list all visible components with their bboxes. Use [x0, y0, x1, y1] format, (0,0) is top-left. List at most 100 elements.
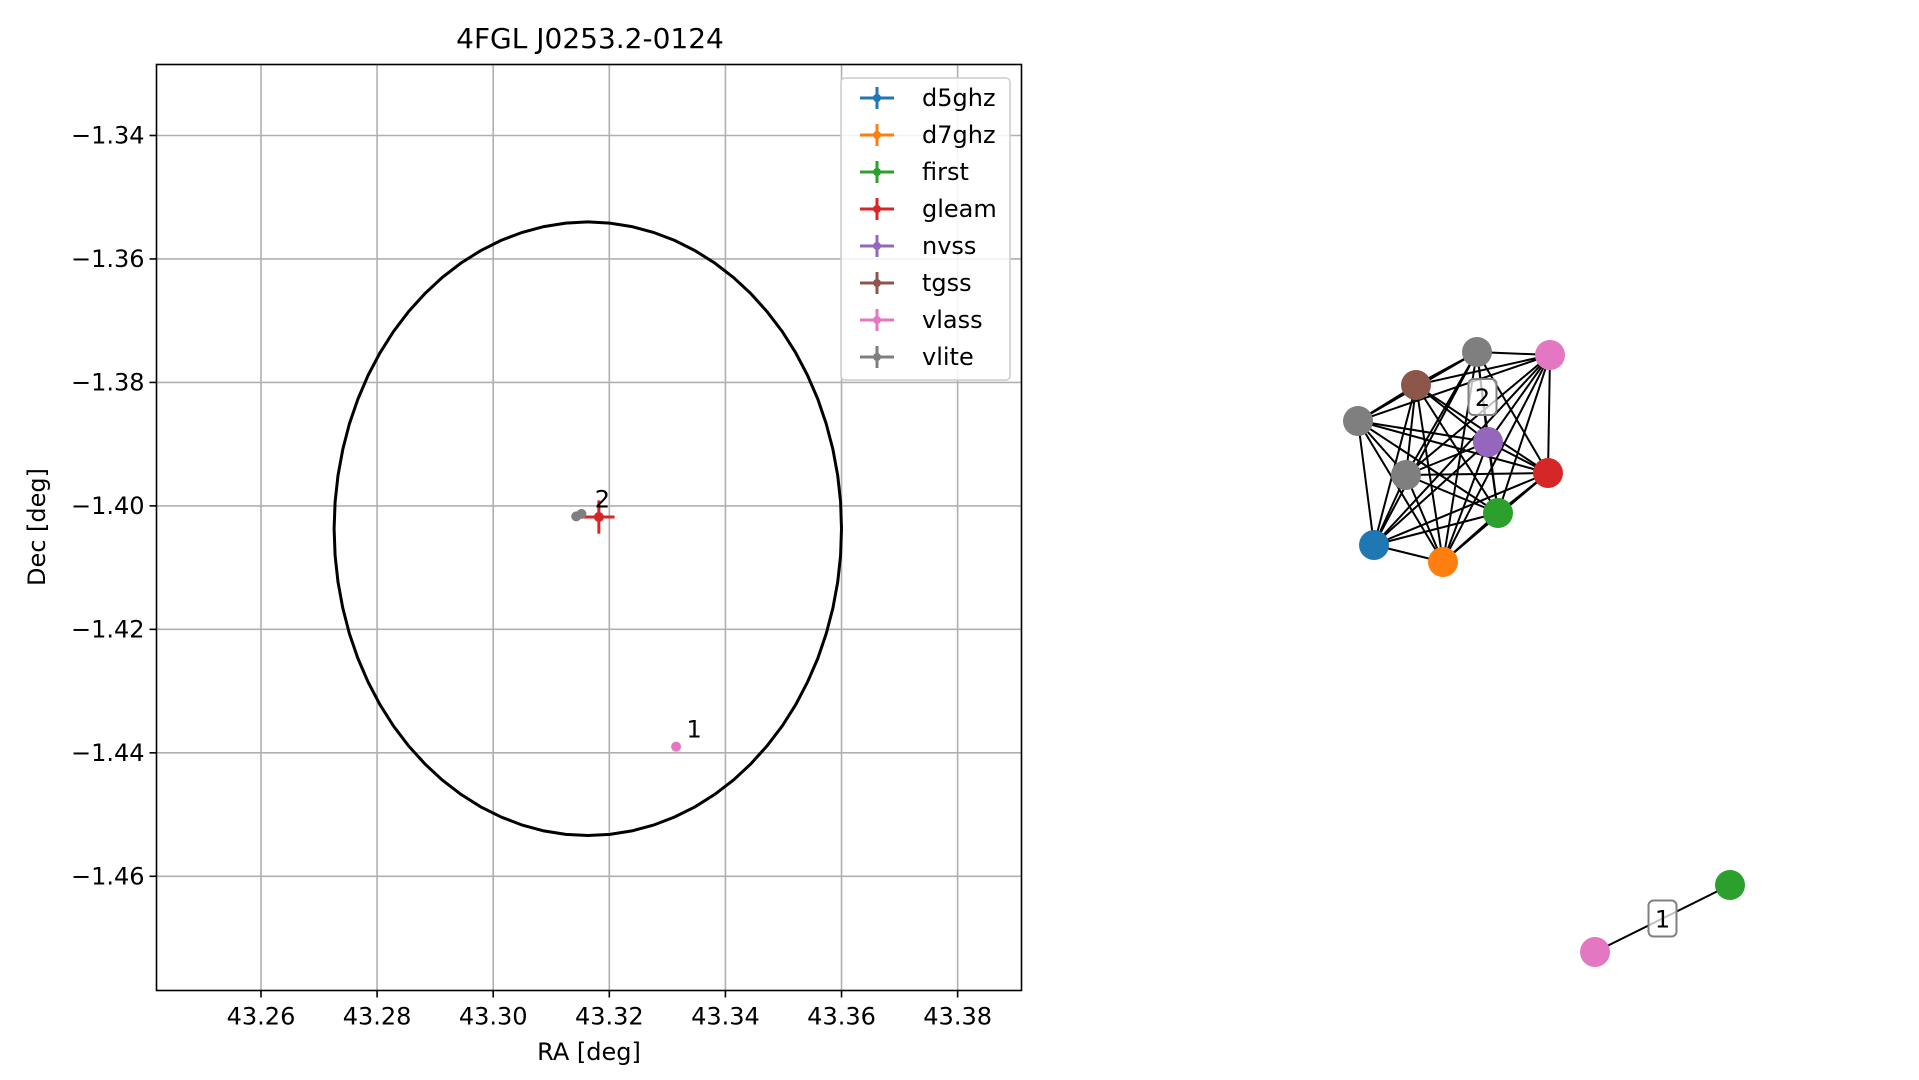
data-point-vlass: [671, 741, 682, 752]
point-annotation: 2: [595, 486, 610, 514]
legend-label: nvss: [922, 232, 976, 260]
x-axis-label: RA [deg]: [537, 1038, 641, 1066]
x-tick-label: 43.30: [459, 1003, 528, 1031]
legend-marker-dot: [873, 168, 881, 176]
legend-label: d5ghz: [922, 84, 996, 112]
y-tick-label: −1.44: [71, 739, 145, 767]
y-tick-label: −1.40: [71, 492, 145, 520]
graph-edge: [1442, 441, 1489, 563]
graph-node: [1391, 460, 1421, 490]
graph-edge: [1357, 420, 1489, 443]
graph-edge-labels: 21: [1467, 378, 1678, 938]
graph-edge: [1415, 384, 1444, 563]
point-annotations: 21: [595, 486, 702, 744]
point-annotation: 1: [687, 715, 702, 743]
legend-marker-dot: [873, 242, 881, 250]
data-points: [571, 500, 682, 752]
legend-label: tgss: [922, 269, 972, 297]
edge-label-box: [1647, 899, 1678, 938]
graph-node: [1401, 370, 1431, 400]
data-point-vlite: [576, 508, 587, 519]
graph-edge: [1405, 384, 1417, 476]
graph-node: [1535, 340, 1565, 370]
edge-label: 1: [1647, 899, 1678, 938]
graph-edge: [1476, 351, 1549, 474]
uncertainty-ellipse: [332, 220, 843, 838]
legend-item-nvss: nvss: [860, 232, 976, 260]
data-point-gleam: [583, 500, 615, 534]
edge-label-box: [1467, 378, 1498, 416]
y-axis-label: Dec [deg]: [23, 468, 51, 586]
graph-nodes: [1343, 337, 1745, 967]
legend-label: d7ghz: [922, 121, 996, 149]
x-axis-ticks: 43.26 43.28 43.30 43.32 43.34 43.36 43.38: [227, 990, 992, 1031]
legend-item-vlass: vlass: [860, 306, 983, 334]
graph-edge: [1373, 512, 1499, 546]
x-tick-label: 43.34: [691, 1003, 760, 1031]
graph-edge: [1357, 420, 1444, 563]
legend-marker-dot: [873, 94, 881, 102]
legend-label: vlite: [922, 343, 974, 371]
graph-edge: [1415, 384, 1489, 443]
y-tick-label: −1.46: [71, 862, 145, 890]
graph-edge: [1405, 474, 1499, 514]
legend-item-gleam: gleam: [860, 195, 997, 223]
graph-node: [1533, 458, 1563, 488]
edge-label-text: 1: [1655, 906, 1670, 934]
point-marker: [671, 741, 682, 752]
graph-edge: [1357, 420, 1375, 546]
legend-frame: [840, 77, 1011, 381]
network-graph-panel: 21: [1343, 337, 1745, 967]
graph-edge: [1415, 354, 1551, 386]
legend-marker-dot: [873, 279, 881, 287]
y-tick-label: −1.34: [71, 121, 145, 149]
legend-marker-dot: [873, 131, 881, 139]
graph-node: [1580, 937, 1610, 967]
graph-node: [1343, 406, 1373, 436]
graph-edge: [1405, 351, 1478, 476]
legend-label: vlass: [922, 306, 983, 334]
legend-marker-dot: [873, 316, 881, 324]
x-tick-label: 43.28: [343, 1003, 412, 1031]
graph-edge: [1357, 420, 1549, 474]
graph-edge: [1357, 354, 1551, 422]
error-ellipse: [332, 220, 843, 838]
legend-item-first: first: [860, 158, 969, 186]
edge-label-text: 2: [1475, 384, 1490, 412]
graph-edge: [1373, 472, 1549, 546]
chart-title: 4FGL J0253.2-0124: [456, 22, 724, 55]
point-marker: [576, 508, 587, 519]
legend-item-tgss: tgss: [860, 269, 972, 297]
graph-edge: [1405, 474, 1444, 563]
y-axis-ticks: −1.34 −1.36 −1.38 −1.40 −1.42 −1.44 −1.46: [71, 121, 157, 890]
legend-item-d5ghz: d5ghz: [860, 84, 996, 112]
legend-item-vlite: vlite: [860, 343, 974, 371]
x-tick-label: 43.36: [807, 1003, 876, 1031]
scatter-plot-panel: 4FGL J0253.2-0124 21 43.26 43.28 43.30 43.3…: [23, 22, 1023, 1066]
axes-frame: [155, 63, 1023, 992]
graph-node: [1483, 498, 1513, 528]
graph-node: [1715, 870, 1745, 900]
x-tick-label: 43.38: [923, 1003, 992, 1031]
graph-node: [1473, 427, 1503, 457]
graph-node: [1359, 530, 1389, 560]
graph-edge: [1405, 472, 1549, 476]
y-tick-label: −1.42: [71, 615, 145, 643]
graph-edge: [1547, 354, 1551, 474]
edge-label: 2: [1467, 378, 1498, 416]
graph-edge: [1487, 354, 1551, 443]
graph-node: [1428, 547, 1458, 577]
graph-edge: [1373, 441, 1489, 546]
legend-item-d7ghz: d7ghz: [860, 121, 996, 149]
legend-marker-dot: [873, 205, 881, 213]
legend-marker-dot: [873, 353, 881, 361]
graph-edges: [1357, 351, 1731, 953]
y-tick-label: −1.38: [71, 368, 145, 396]
chart-legend: d5ghz d7ghz first gleam nvss tgss vlass vlite: [840, 77, 1011, 381]
graph-node: [1462, 337, 1492, 367]
point-marker: [593, 512, 604, 523]
x-tick-label: 43.32: [575, 1003, 644, 1031]
legend-label: gleam: [922, 195, 997, 223]
legend-label: first: [922, 158, 969, 186]
